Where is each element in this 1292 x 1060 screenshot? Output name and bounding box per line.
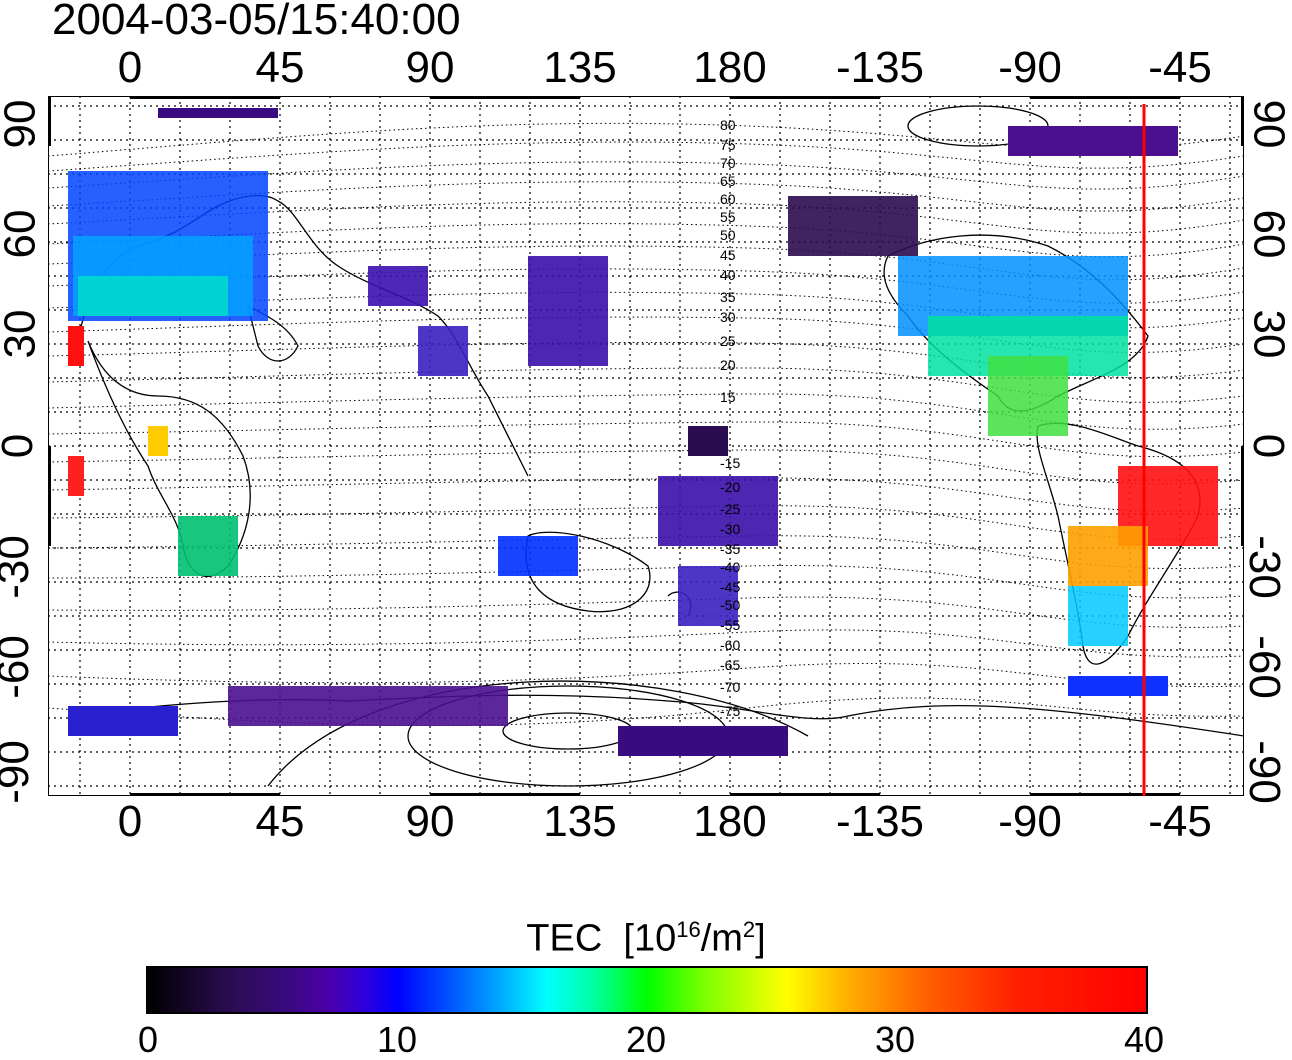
contour-label: -55 [720,617,740,633]
lon-tick-bottom-m45: -45 [1148,797,1212,846]
contour-label: 45 [720,247,736,263]
lat-tick-right-0: 0 [1244,433,1292,459]
contour-label: -35 [720,541,740,557]
contour-label: -15 [720,455,740,471]
lon-tick-top-0: 0 [117,43,143,92]
contour-label: -45 [720,579,740,595]
contour-label: 25 [720,333,736,349]
contour-label: -65 [720,657,740,673]
lon-tick-bottom-180: 180 [693,797,767,846]
colorbar-unit-exponent-2: 2 [742,917,756,942]
contour-labels: 80 75 70 65 60 55 50 45 40 35 30 25 20 1… [720,117,740,719]
tec-data [68,108,1218,756]
colorbar-tick-10: 10 [376,1019,418,1060]
lat-tick-left-30: 30 [0,309,45,359]
contour-label: -70 [720,679,740,695]
tec-map: 80 75 70 65 60 55 50 45 40 35 30 25 20 1… [48,96,1244,796]
contour-label: 75 [720,137,736,153]
colorbar-title-label: TEC [526,917,603,960]
lat-tick-right-m30: -30 [1239,535,1289,599]
colorbar-unit-prefix: [10 [623,917,677,960]
lon-tick-top-m45: -45 [1148,43,1212,92]
lon-tick-bottom-0: 0 [117,797,143,846]
contour-label: 60 [720,191,736,207]
contour-label: 20 [720,357,736,373]
lon-tick-top-180: 180 [693,43,767,92]
lat-tick-right-m60: -60 [1239,635,1289,699]
lat-tick-right-m90: -90 [1239,740,1289,804]
colorbar-unit-exponent: 16 [676,917,701,942]
contour-label: -25 [720,501,740,517]
lat-tick-left-m60: -60 [0,635,38,699]
contour-label: 15 [720,389,736,405]
contour-label: 30 [720,309,736,325]
contour-label: 35 [720,289,736,305]
contour-label: 80 [720,117,736,133]
colorbar-tick-0: 0 [137,1019,159,1060]
lon-tick-top-135: 135 [543,43,617,92]
lat-tick-left-m90: -90 [0,740,38,804]
contour-label: 40 [720,267,736,283]
lon-tick-bottom-m135: -135 [835,797,925,846]
lat-tick-left-m30: -30 [0,535,38,599]
lat-tick-right-60: 60 [1244,209,1292,259]
colorbar-title: TEC [1016/m2] [0,906,1292,963]
lat-tick-left-0: 0 [0,434,42,458]
contour-label: -40 [720,559,740,575]
colorbar-tick-40: 40 [1123,1019,1165,1060]
contour-label: 55 [720,209,736,225]
colorbar [146,966,1148,1014]
colorbar-tick-20: 20 [625,1019,667,1060]
lat-tick-left-90: 90 [0,99,45,149]
lon-tick-bottom-90: 90 [405,797,455,846]
colorbar-tick-30: 30 [874,1019,916,1060]
lat-tick-left-60: 60 [0,209,45,259]
lon-tick-bottom-45: 45 [255,797,305,846]
lon-tick-top-45: 45 [255,43,305,92]
contour-label: 70 [720,155,736,171]
contour-label: -20 [720,479,740,495]
contour-label: 50 [720,227,736,243]
contour-label: -50 [720,597,740,613]
lon-tick-top-m135: -135 [835,43,925,92]
lon-tick-bottom-m90: -90 [998,797,1062,846]
colorbar-unit-mid: /m [700,917,743,960]
lat-tick-right-90: 90 [1244,99,1292,149]
contour-label: -75 [720,703,740,719]
contour-label: -30 [720,521,740,537]
contour-label: -60 [720,637,740,653]
lon-tick-top-90: 90 [405,43,455,92]
contour-label: 65 [720,173,736,189]
lon-tick-bottom-135: 135 [543,797,617,846]
timestamp-title: 2004-03-05/15:40:00 [52,0,461,44]
lon-tick-top-m90: -90 [998,43,1062,92]
lat-tick-right-30: 30 [1244,309,1292,359]
colorbar-unit-suffix: ] [755,917,766,960]
